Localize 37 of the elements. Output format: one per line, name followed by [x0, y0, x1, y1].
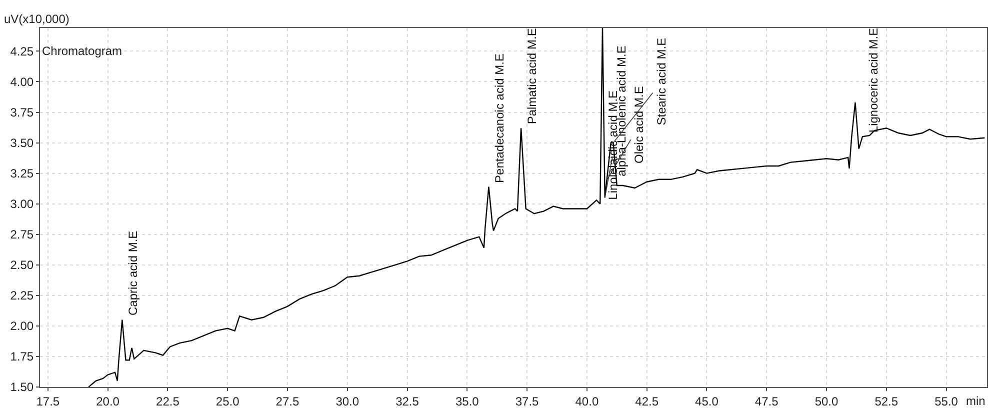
- annotation: Stearic acid M.E: [654, 38, 668, 126]
- x-tick-label: 50.0: [814, 394, 838, 408]
- y-tick-label: 3.25: [10, 166, 34, 181]
- x-tick-label: 17.5: [36, 394, 60, 408]
- x-tick-label: 47.5: [754, 394, 779, 408]
- x-tick-label: 27.5: [276, 394, 300, 408]
- y-tick-label: 4.00: [10, 74, 34, 89]
- x-tick-label: 40.0: [575, 394, 599, 408]
- annotation: Capric acid M.E: [126, 230, 140, 316]
- annotation: Oleic acid M.E: [632, 86, 646, 164]
- y-tick-label: 4.25: [10, 44, 34, 58]
- x-tick-label: 20.0: [96, 394, 120, 408]
- x-tick-label: 22.5: [156, 394, 180, 408]
- y-tick-label: 2.00: [10, 319, 34, 334]
- x-tick-label: 32.5: [396, 394, 420, 408]
- x-tick-label: 30.0: [336, 394, 360, 408]
- text: Chromatogram: [42, 44, 122, 58]
- x-axis-title: min: [966, 394, 986, 408]
- annotation: Lignoceric acid M.E: [866, 28, 880, 133]
- x-tick-label: 35.0: [455, 394, 480, 408]
- x-tick-label: 55.0: [934, 394, 958, 408]
- annotation: Pentadecanoic acid M.E: [492, 54, 506, 183]
- x-tick-label: 42.5: [635, 394, 659, 408]
- x-tick-label: 25.0: [216, 394, 240, 408]
- y-axis-title: uV(x10,000): [4, 12, 70, 26]
- y-tick-label: 2.50: [10, 258, 34, 272]
- annotation: Palmatic acid M.E: [524, 28, 539, 124]
- y-tick-label: 2.25: [10, 288, 34, 303]
- y-tick-label: 2.75: [10, 228, 34, 242]
- x-tick-label: 52.5: [874, 394, 898, 408]
- x-tick-label: 37.5: [515, 394, 540, 408]
- y-tick-label: 3.75: [10, 105, 34, 120]
- x-tick-label: 45.0: [695, 394, 719, 408]
- y-tick-label: 3.00: [10, 197, 34, 212]
- y-tick-label: 1.75: [10, 350, 34, 364]
- y-tick-label: 3.50: [10, 136, 34, 150]
- y-tick-label: 1.50: [10, 380, 34, 394]
